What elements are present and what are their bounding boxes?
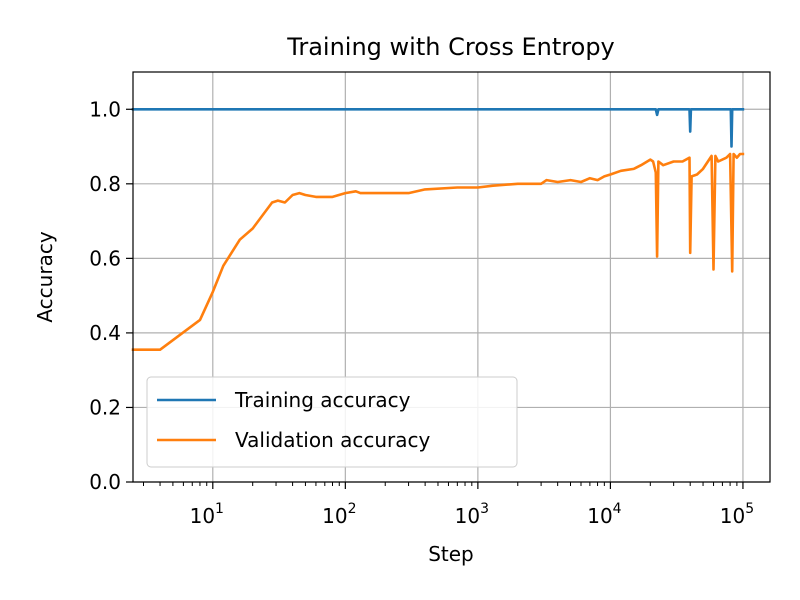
y-tick-label: 0.8 bbox=[89, 172, 121, 196]
x-tick-label: 103 bbox=[455, 501, 489, 528]
series-line-validation bbox=[131, 152, 745, 351]
y-tick-label: 1.0 bbox=[89, 97, 121, 121]
legend: Training accuracy Validation accuracy bbox=[146, 376, 518, 468]
y-tick-label: 0.2 bbox=[89, 395, 121, 419]
y-axis-label: Accuracy bbox=[33, 231, 57, 322]
plot-frame bbox=[132, 71, 771, 483]
legend-label: Training accuracy bbox=[234, 388, 411, 412]
axis-ticks: 101 102 103 104 105 0.0 0.2 0.4 0.6 0.8 1.0 bbox=[89, 97, 754, 528]
y-tick-label: 0.6 bbox=[89, 246, 121, 270]
series-line-training bbox=[131, 108, 745, 148]
series-lines bbox=[131, 108, 745, 351]
y-tick-label: 0.4 bbox=[89, 321, 121, 345]
x-tick-label: 105 bbox=[720, 501, 754, 528]
x-tick-label: 104 bbox=[587, 501, 621, 528]
x-tick-label: 102 bbox=[322, 501, 356, 528]
legend-box bbox=[146, 376, 518, 468]
y-tick-label: 0.0 bbox=[89, 470, 121, 494]
x-axis-label: Step bbox=[428, 542, 474, 566]
legend-label: Validation accuracy bbox=[235, 428, 431, 452]
x-tick-label: 101 bbox=[190, 501, 224, 528]
chart-title: Training with Cross Entropy bbox=[286, 33, 615, 61]
